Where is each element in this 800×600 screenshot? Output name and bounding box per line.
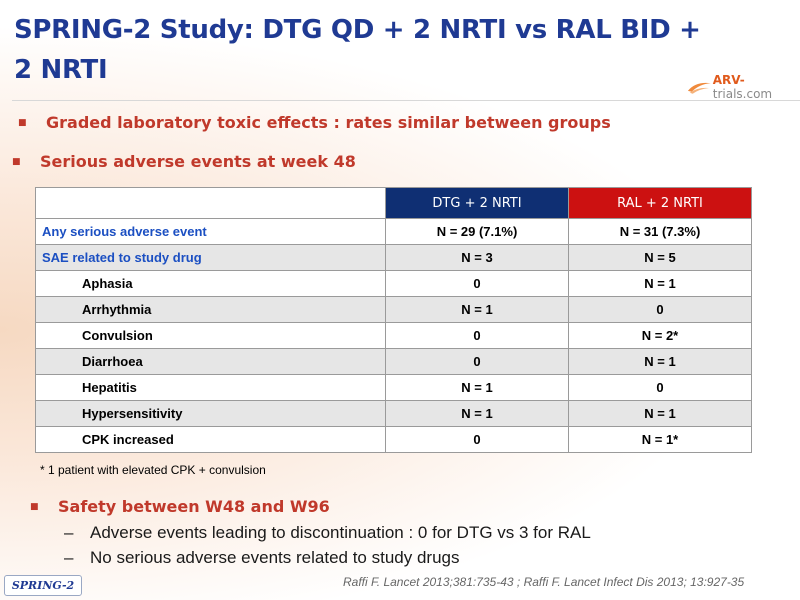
dtg-value: N = 1	[385, 296, 569, 323]
table-footnote: * 1 patient with elevated CPK + convulsi…	[40, 463, 266, 477]
bullet-text: Safety between W48 and W96	[58, 497, 330, 516]
sub-bullet-no-serious-ae: – No serious adverse events related to s…	[64, 548, 459, 568]
ral-value: N = 31 (7.3%)	[568, 218, 752, 245]
table-row: Diarrhoea 0 N = 1	[35, 348, 752, 375]
title-divider	[12, 100, 800, 101]
bullet-square-icon: ■	[30, 501, 39, 512]
dtg-value: 0	[385, 348, 569, 375]
swoosh-icon	[687, 82, 711, 94]
row-label: CPK increased	[35, 426, 386, 453]
ral-value: N = 2*	[568, 322, 752, 349]
bullet-serious-ae: ■ Serious adverse events at week 48	[12, 152, 356, 171]
row-label: Convulsion	[35, 322, 386, 349]
ral-value: 0	[568, 296, 752, 323]
ral-value: N = 5	[568, 244, 752, 271]
bullet-safety-w48-w96: ■ Safety between W48 and W96	[30, 497, 330, 516]
dtg-value: 0	[385, 270, 569, 297]
dtg-value: N = 3	[385, 244, 569, 271]
bullet-square-icon: ■	[12, 156, 21, 167]
sae-table: DTG + 2 NRTI RAL + 2 NRTI Any serious ad…	[35, 187, 752, 453]
table-row: Aphasia 0 N = 1	[35, 270, 752, 297]
dtg-value: 0	[385, 426, 569, 453]
ral-value: 0	[568, 374, 752, 401]
sub-bullet-text: No serious adverse events related to stu…	[90, 548, 460, 567]
table-row: Convulsion 0 N = 2*	[35, 322, 752, 349]
dash-icon: –	[64, 548, 74, 567]
header-dtg: DTG + 2 NRTI	[385, 187, 569, 219]
table-row: CPK increased 0 N = 1*	[35, 426, 752, 453]
bullet-text: Serious adverse events at week 48	[40, 152, 356, 171]
bullet-lab-toxicity: ■ Graded laboratory toxic effects : rate…	[18, 113, 611, 132]
row-label: Hepatitis	[35, 374, 386, 401]
dtg-value: 0	[385, 322, 569, 349]
table-row: SAE related to study drug N = 3 N = 5	[35, 244, 752, 271]
ral-value: N = 1	[568, 270, 752, 297]
dtg-value: N = 1	[385, 374, 569, 401]
row-label: Hypersensitivity	[35, 400, 386, 427]
table-row: Arrhythmia N = 1 0	[35, 296, 752, 323]
row-label: Diarrhoea	[35, 348, 386, 375]
table-row: Hypersensitivity N = 1 N = 1	[35, 400, 752, 427]
header-blank	[35, 187, 386, 219]
table-header-row: DTG + 2 NRTI RAL + 2 NRTI	[35, 187, 752, 219]
ral-value: N = 1*	[568, 426, 752, 453]
row-label: Any serious adverse event	[35, 218, 386, 245]
bullet-text: Graded laboratory toxic effects : rates …	[46, 113, 611, 132]
reference-citation: Raffi F. Lancet 2013;381:735-43 ; Raffi …	[343, 575, 745, 589]
logo-text: ARV-trials.com	[712, 73, 773, 101]
study-badge: SPRING-2	[4, 575, 82, 596]
slide-title: SPRING-2 Study: DTG QD + 2 NRTI vs RAL B…	[14, 15, 701, 85]
dtg-value: N = 29 (7.1%)	[385, 218, 569, 245]
ral-value: N = 1	[568, 400, 752, 427]
row-label: Arrhythmia	[35, 296, 386, 323]
sub-bullet-text: Adverse events leading to discontinuatio…	[90, 523, 591, 542]
table-row: Hepatitis N = 1 0	[35, 374, 752, 401]
header-ral: RAL + 2 NRTI	[568, 187, 752, 219]
dtg-value: N = 1	[385, 400, 569, 427]
dash-icon: –	[64, 523, 74, 542]
row-label: SAE related to study drug	[35, 244, 386, 271]
table-row: Any serious adverse event N = 29 (7.1%) …	[35, 218, 752, 245]
ral-value: N = 1	[568, 348, 752, 375]
sub-bullet-discontinuation: – Adverse events leading to discontinuat…	[64, 523, 591, 543]
row-label: Aphasia	[35, 270, 386, 297]
arv-trials-logo: ARV-trials.com	[686, 73, 800, 101]
bullet-square-icon: ■	[18, 117, 27, 128]
